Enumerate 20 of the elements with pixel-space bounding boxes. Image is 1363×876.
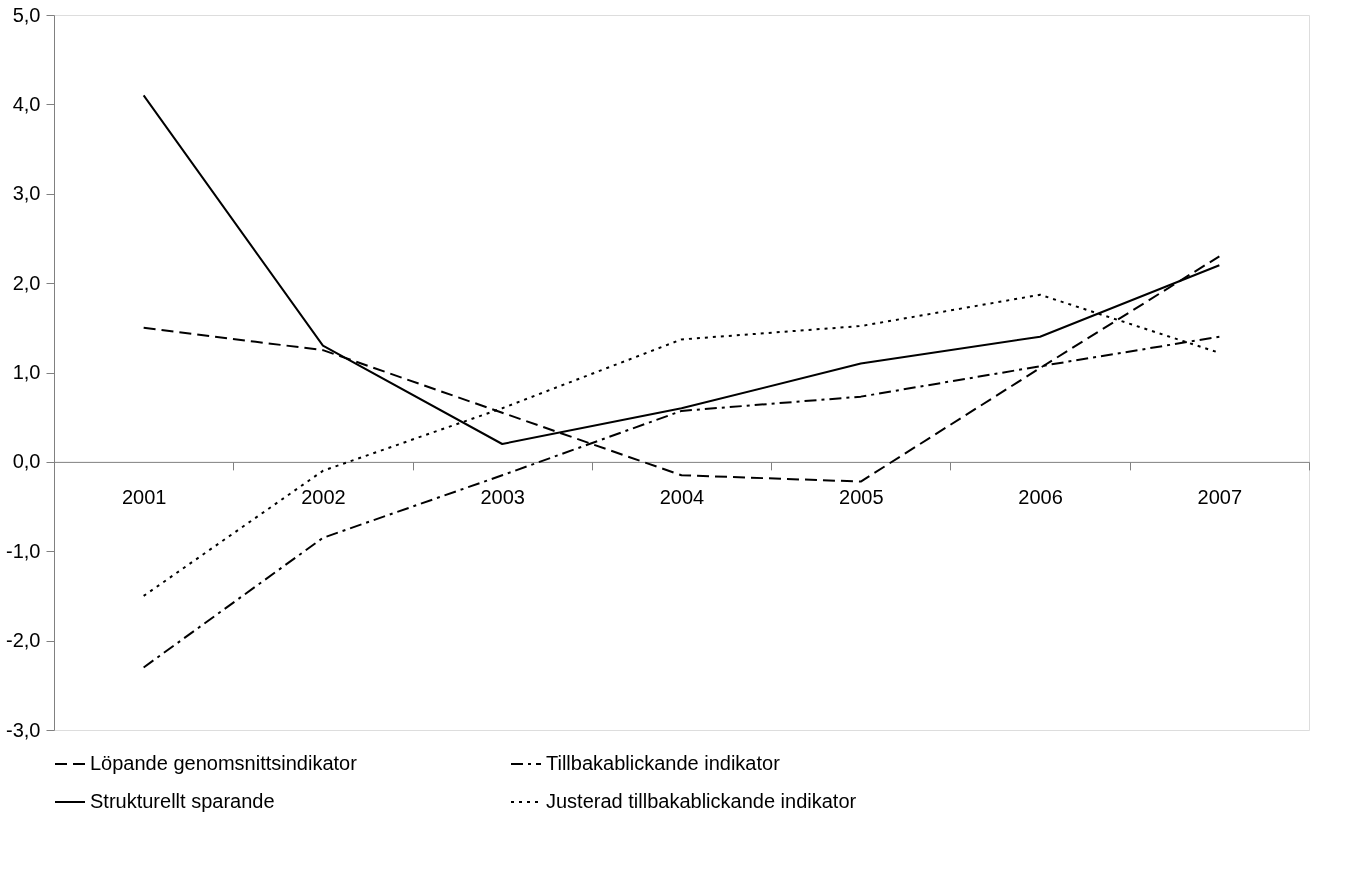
- y-tick-label: 0,0: [12, 450, 41, 473]
- y-tick-label: -2,0: [6, 629, 41, 652]
- legend-label: Löpande genomsnittsindikator: [90, 752, 358, 774]
- x-tick-label: 2001: [121, 486, 167, 509]
- y-tick-label: 4,0: [12, 92, 41, 115]
- legend-label: Strukturellt sparande: [90, 790, 275, 812]
- y-tick-label: 1,0: [12, 361, 41, 383]
- legend-label: Justerad tillbakablickande indikator: [546, 790, 857, 812]
- x-tick-label: 2005: [839, 486, 884, 509]
- y-tick-label: 2,0: [12, 271, 41, 294]
- legend-label: Tillbakablickande indikator: [546, 752, 781, 774]
- x-tick-label: 2003: [480, 486, 525, 509]
- y-tick-label: -1,0: [6, 539, 41, 562]
- x-tick-label: 2004: [659, 486, 705, 509]
- x-tick-label: 2006: [1018, 486, 1063, 509]
- y-tick-label: 3,0: [12, 182, 41, 205]
- y-tick-label: -3,0: [6, 718, 41, 741]
- y-tick-label: 5,0: [12, 3, 41, 26]
- x-tick-label: 2007: [1197, 486, 1243, 509]
- x-tick-label: 2002: [301, 486, 346, 509]
